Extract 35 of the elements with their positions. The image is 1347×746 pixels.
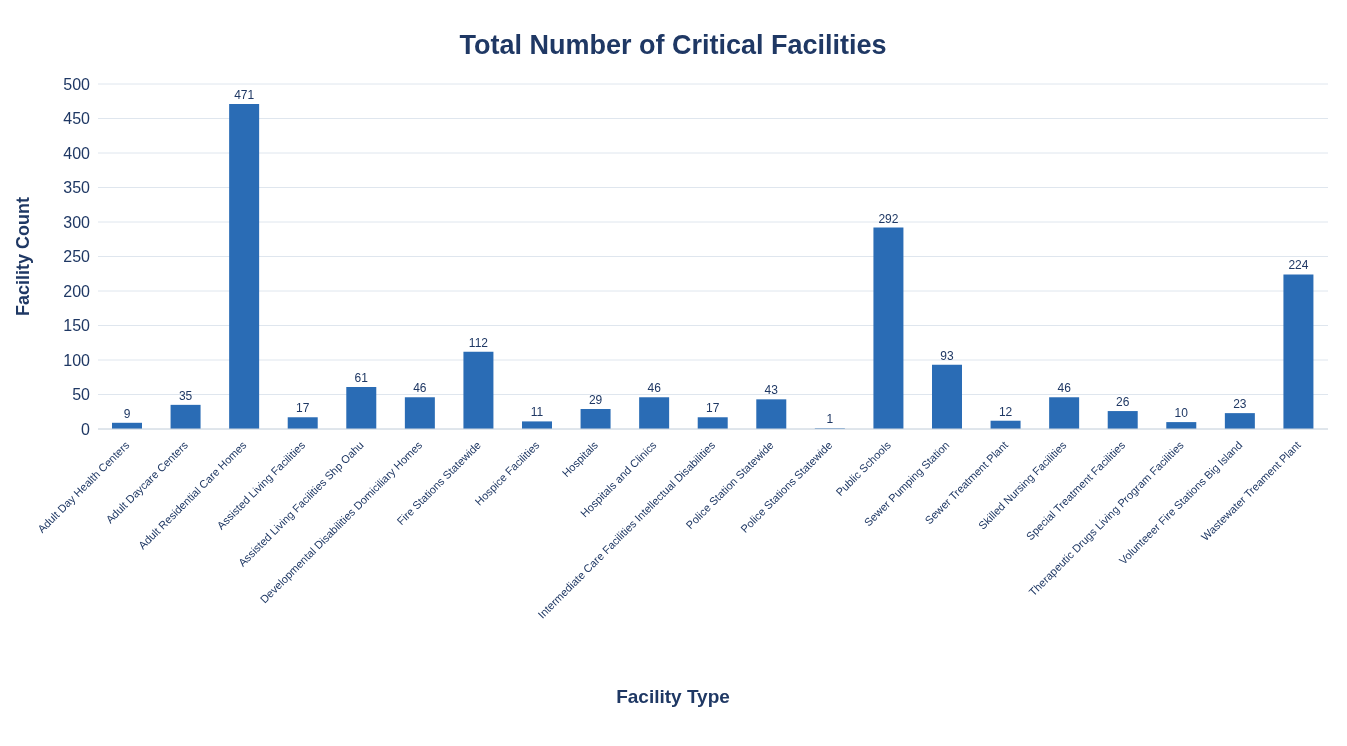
y-tick-label: 450 <box>63 110 91 128</box>
data-label: 9 <box>123 406 131 421</box>
y-tick-label: 0 <box>81 420 91 438</box>
y-tick-label: 100 <box>63 351 91 369</box>
data-label: 11 <box>530 405 544 420</box>
data-label: 26 <box>1116 395 1130 410</box>
data-label: 23 <box>1233 397 1247 412</box>
data-label: 17 <box>296 401 310 416</box>
data-label: 35 <box>178 388 193 403</box>
y-tick-label: 250 <box>63 248 91 266</box>
x-axis-title: Facility Type <box>615 686 731 708</box>
data-label: 224 <box>1288 258 1309 273</box>
y-tick-label: 350 <box>63 179 91 197</box>
y-axis-title: Facility Count <box>13 196 34 317</box>
chart-title: Total Number of Critical Facilities <box>458 29 888 62</box>
data-label: 61 <box>354 370 369 385</box>
y-tick-label: 500 <box>63 75 91 93</box>
y-tick-label: 200 <box>63 282 91 300</box>
data-label: 471 <box>234 88 255 103</box>
data-label: 12 <box>998 404 1013 419</box>
y-tick-label: 150 <box>63 317 91 335</box>
data-label: 93 <box>940 348 954 363</box>
data-label: 46 <box>647 381 662 396</box>
y-tick-label: 50 <box>72 386 91 404</box>
data-label: 46 <box>1057 381 1072 396</box>
y-tick-label: 300 <box>63 213 91 231</box>
y-tick-label: 400 <box>63 144 91 162</box>
data-label: 43 <box>764 383 779 398</box>
data-label: 29 <box>588 392 603 407</box>
data-label: 10 <box>1174 406 1189 421</box>
data-label: 46 <box>413 381 427 396</box>
data-label: 1 <box>826 412 834 427</box>
data-label: 17 <box>706 401 720 416</box>
data-label: 112 <box>468 335 489 350</box>
data-label: 292 <box>878 211 899 226</box>
